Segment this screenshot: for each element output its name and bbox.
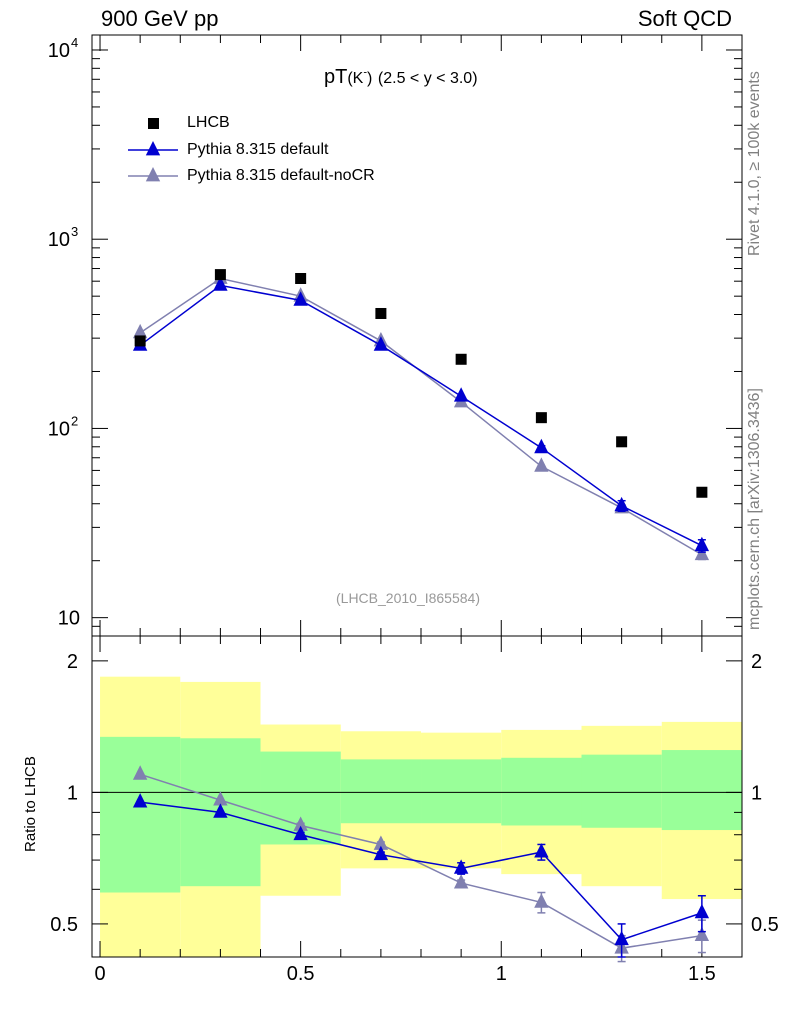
ratio-default-point	[132, 793, 148, 808]
ratio-nocr-point	[293, 816, 308, 831]
legend-series-1-label: Pythia 8.315 default	[187, 141, 329, 158]
ratio-y-tick-label-right: 2	[751, 651, 762, 673]
mc-default-point	[213, 276, 228, 291]
y-tick-exponent: 2	[71, 413, 78, 428]
collision-energy-label: 900 GeV pp	[101, 6, 219, 31]
y-tick-label: 10	[58, 608, 80, 630]
ratio-panel-frame	[91, 635, 743, 958]
x-tick-label: 0	[94, 963, 105, 985]
ratio-y-tick-label-right: 0.5	[751, 914, 779, 936]
mc-default-point	[534, 438, 549, 454]
ratio-band-inner	[661, 750, 742, 831]
title-charge: -	[363, 66, 368, 79]
ratio-y-tick-label: 0.5	[50, 914, 78, 936]
ratio-default-point	[213, 803, 228, 818]
ratio-band-inner	[501, 757, 582, 826]
rivet-version-label: Rivet 4.1.0, ≥ 100k events	[746, 71, 763, 256]
x-tick-label: 0.5	[287, 963, 315, 985]
y-tick-exponent: 4	[71, 35, 78, 50]
lhcb-data-point	[295, 272, 307, 284]
title-range: (2.5 < y < 3.0)	[377, 70, 478, 87]
ratio-default-point	[373, 845, 389, 861]
mc-nocr-point	[534, 457, 549, 472]
lhcb-data-point	[375, 307, 387, 319]
mc-default-point	[453, 387, 469, 402]
legend-series-2-marker	[145, 167, 161, 182]
process-label: Soft QCD	[637, 6, 732, 31]
y-tick-label: 10	[48, 229, 70, 251]
ratio-band-inner	[340, 759, 422, 824]
legend-series-1-marker	[145, 141, 161, 156]
ratio-nocr-point	[373, 835, 389, 850]
title-close: )	[367, 70, 373, 87]
ratio-y-tick-label: 2	[67, 651, 78, 673]
plot-title: pT(K-) (2.5 < y < 3.0)	[324, 66, 478, 89]
mc-default-point	[293, 291, 308, 306]
lhcb-data-point	[455, 353, 467, 365]
mcplots-reference-label: mcplots.cern.ch [arXiv:1306.3436]	[746, 388, 763, 630]
ratio-default-point	[534, 843, 549, 858]
plot-frames	[91, 34, 743, 958]
ratio-band-inner	[581, 754, 662, 828]
axis-ticks	[92, 35, 743, 957]
title-main: pT	[324, 66, 348, 88]
mc-default-point	[694, 536, 710, 552]
ratio-default-point	[293, 825, 308, 841]
y-tick-label: 10	[48, 40, 70, 62]
x-tick-label: 1.5	[688, 963, 716, 985]
legend-data-label: LHCB	[187, 114, 230, 131]
y-tick-exponent: 3	[71, 224, 78, 239]
mc-nocr-point	[694, 545, 710, 561]
mc-default-line	[139, 284, 703, 547]
ratio-nocr-point	[694, 926, 710, 942]
title-particle: (K	[347, 70, 364, 87]
ratio-y-axis-label: Ratio to LHCB	[22, 756, 39, 852]
ratio-band-inner	[100, 736, 181, 893]
legend-series-2-label: Pythia 8.315 default-noCR	[187, 167, 375, 184]
chart-marks	[132, 269, 710, 963]
lhcb-data-point	[696, 486, 708, 498]
ratio-nocr-point	[534, 893, 549, 908]
lhcb-data-point	[214, 269, 226, 281]
mc-nocr-point	[132, 323, 148, 339]
x-tick-label: 1	[496, 963, 507, 985]
ratio-default-line	[140, 801, 703, 941]
ratio-nocr-point	[213, 791, 228, 806]
ratio-uncertainty-bands	[100, 676, 742, 957]
ratio-nocr-point	[453, 874, 469, 889]
legend-data-marker	[148, 118, 159, 129]
ratio-y-tick-label-right: 1	[751, 782, 762, 804]
ratio-y-tick-label: 1	[67, 782, 78, 804]
ratio-nocr-line	[139, 773, 702, 949]
analysis-label: (LHCB_2010_I865584)	[336, 590, 480, 606]
ratio-default-point	[614, 930, 629, 946]
ratio-nocr-point	[132, 765, 148, 780]
lhcb-data-point	[134, 335, 146, 347]
ratio-default-point	[453, 859, 469, 874]
ratio-default-point	[694, 903, 710, 919]
mc-default-point	[373, 336, 389, 351]
lhcb-data-point	[535, 412, 547, 424]
ratio-band-inner	[421, 759, 502, 824]
legend-markers	[128, 118, 178, 182]
mc-default-point	[614, 496, 629, 512]
lhcb-data-point	[616, 436, 628, 448]
y-tick-label: 10	[48, 418, 70, 440]
